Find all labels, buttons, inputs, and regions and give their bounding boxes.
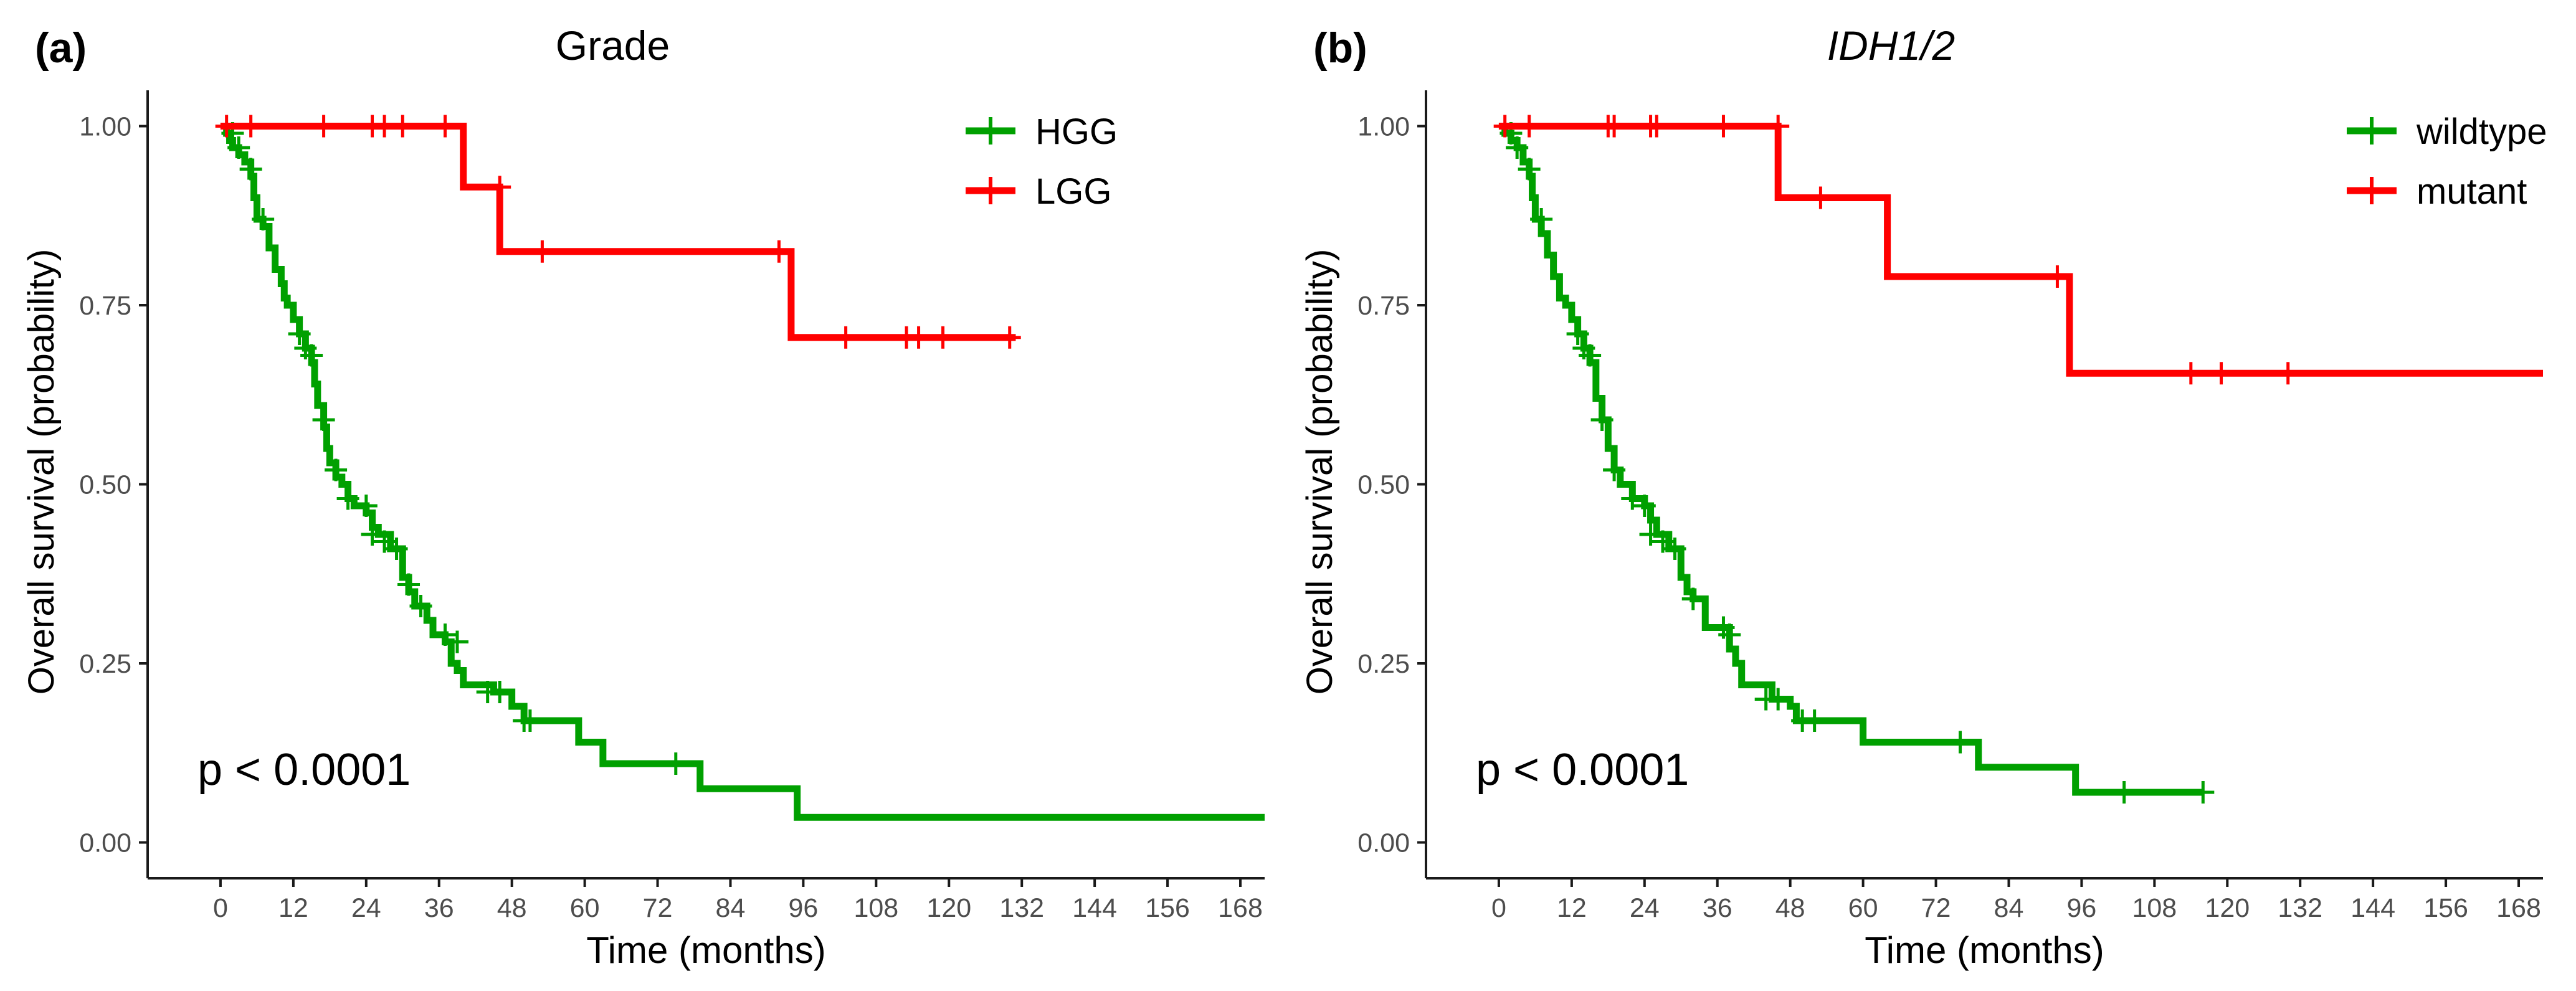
y-axis-label: Overall survival (probability) bbox=[21, 249, 62, 695]
series-mutant bbox=[1493, 115, 2543, 385]
panel-title: IDH1/2 bbox=[1827, 22, 1955, 69]
x-tick-label: 60 bbox=[570, 893, 600, 923]
x-tick-label: 36 bbox=[1703, 893, 1732, 923]
x-tick-label: 144 bbox=[2350, 893, 2395, 923]
legend-label: mutant bbox=[2417, 171, 2527, 212]
legend-entry-mutant: mutant bbox=[2347, 171, 2527, 212]
x-axis-label: Time (months) bbox=[586, 929, 826, 971]
x-tick-label: 120 bbox=[2205, 893, 2250, 923]
x-tick-label: 48 bbox=[497, 893, 527, 923]
x-tick-label: 12 bbox=[1557, 893, 1587, 923]
x-tick-label: 72 bbox=[1921, 893, 1951, 923]
x-tick-label: 36 bbox=[424, 893, 454, 923]
y-tick-label: 0.00 bbox=[79, 828, 131, 858]
legend-label: wildtype bbox=[2416, 111, 2547, 152]
x-tick-label: 0 bbox=[1491, 893, 1506, 923]
legend-entry-hgg: HGG bbox=[966, 111, 1118, 152]
series-hgg bbox=[220, 122, 1265, 821]
series-lgg bbox=[215, 115, 1021, 349]
x-tick-label: 84 bbox=[716, 893, 746, 923]
x-tick-label: 156 bbox=[1145, 893, 1190, 923]
y-axis-label: Overall survival (probability) bbox=[1300, 249, 1340, 695]
y-tick-label: 1.00 bbox=[1357, 112, 1410, 142]
panel-b: (b) IDH1/2 0.00 0.25 0.50 0.75 1.00 0 12 24 36 48 60… bbox=[1300, 22, 2547, 971]
x-tick-label: 132 bbox=[2278, 893, 2322, 923]
x-tick-label: 12 bbox=[278, 893, 308, 923]
survival-curve-lgg bbox=[220, 123, 1016, 341]
x-tick-label: 0 bbox=[213, 893, 228, 923]
series-wildtype bbox=[1498, 122, 2215, 804]
x-tick-label: 72 bbox=[643, 893, 673, 923]
panel-a: (a) Grade 0.00 0.25 0.50 0.75 1.00 0 12 24 36 48 60 7… bbox=[21, 22, 1265, 971]
legend-label: HGG bbox=[1035, 111, 1118, 152]
p-value-annotation: p < 0.0001 bbox=[1476, 745, 1689, 795]
y-tick-label: 0.75 bbox=[79, 291, 131, 321]
x-tick-label: 168 bbox=[1218, 893, 1263, 923]
x-tick-label: 96 bbox=[2066, 893, 2096, 923]
x-tick-label: 156 bbox=[2423, 893, 2468, 923]
survival-curve-mutant bbox=[1498, 123, 2543, 377]
x-tick-label: 96 bbox=[788, 893, 818, 923]
x-tick-label: 132 bbox=[999, 893, 1044, 923]
legend-entry-lgg: LGG bbox=[966, 171, 1112, 212]
panel-label: (b) bbox=[1313, 24, 1367, 72]
x-tick-label: 144 bbox=[1072, 893, 1117, 923]
x-tick-label: 120 bbox=[926, 893, 971, 923]
p-value-annotation: p < 0.0001 bbox=[197, 745, 411, 795]
panel-title: Grade bbox=[556, 22, 670, 69]
x-tick-label: 60 bbox=[1848, 893, 1878, 923]
y-tick-label: 0.25 bbox=[79, 649, 131, 679]
x-tick-label: 48 bbox=[1775, 893, 1805, 923]
y-tick-label: 0.75 bbox=[1357, 291, 1410, 321]
legend-entry-wildtype: wildtype bbox=[2347, 111, 2547, 152]
x-tick-label: 108 bbox=[2132, 893, 2177, 923]
x-tick-label: 84 bbox=[1994, 893, 2024, 923]
x-tick-label: 24 bbox=[351, 893, 381, 923]
x-tick-label: 108 bbox=[853, 893, 898, 923]
x-tick-label: 168 bbox=[2496, 893, 2541, 923]
y-tick-label: 0.50 bbox=[79, 470, 131, 500]
y-tick-label: 0.50 bbox=[1357, 470, 1410, 500]
x-axis-label: Time (months) bbox=[1865, 929, 2104, 971]
panel-label: (a) bbox=[35, 24, 87, 72]
x-tick-label: 24 bbox=[1630, 893, 1660, 923]
y-tick-label: 0.25 bbox=[1357, 649, 1410, 679]
legend-label: LGG bbox=[1035, 171, 1112, 212]
y-tick-label: 1.00 bbox=[79, 112, 131, 142]
y-tick-label: 0.00 bbox=[1357, 828, 1410, 858]
